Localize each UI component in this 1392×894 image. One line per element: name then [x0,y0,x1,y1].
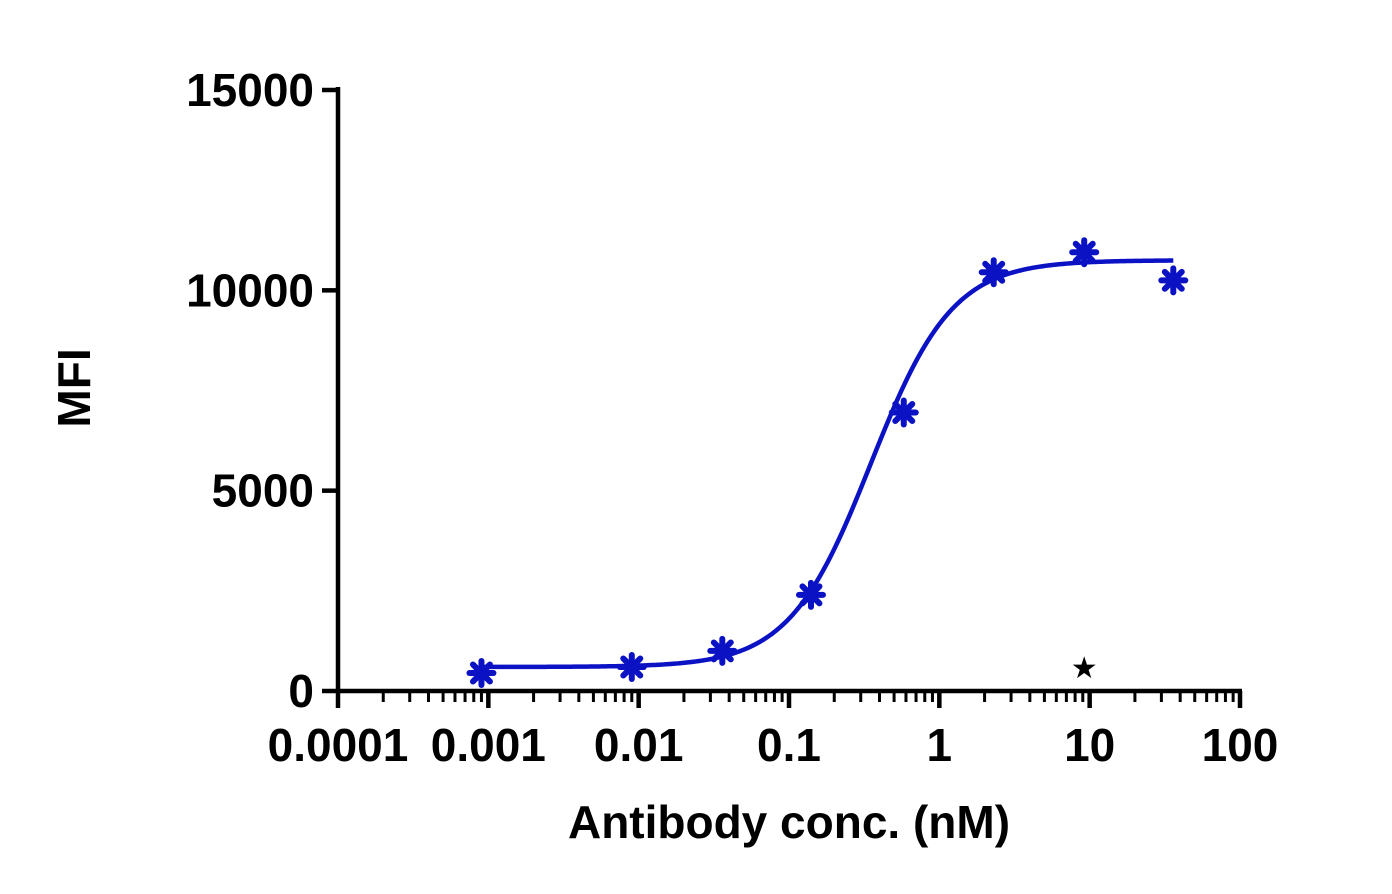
x-tick-label: 10 [1064,719,1115,771]
data-points [466,237,1189,688]
data-point [466,657,497,688]
data-point-stroke [892,401,916,425]
data-point [1069,237,1100,268]
x-tick-label: 1 [927,719,953,771]
data-point-stroke [1161,268,1185,292]
y-tick-label: 10000 [186,264,314,316]
x-tick-label: 0.0001 [268,719,409,771]
data-point-stroke [1072,240,1096,264]
x-tick-label: 0.01 [594,719,684,771]
data-point-stroke [620,655,644,679]
data-point-stroke [469,661,493,685]
axes [335,87,1242,694]
data-point [978,257,1009,288]
ticks: 0 5000 10000 15000 0.0001 0.001 0.01 0.1 1 10 100 [186,64,1278,771]
annotations: ★ [1071,652,1098,685]
y-tick-label: 0 [288,665,314,717]
annotation-star: ★ [1071,652,1098,685]
y-tick-label: 5000 [212,465,314,517]
x-axis-label: Antibody conc. (nM) [568,796,1010,848]
data-point [888,397,919,428]
x-tick-label: 0.1 [757,719,821,771]
data-point [707,635,738,666]
x-tick-label: 100 [1202,719,1279,771]
data-point [616,651,647,682]
y-axis-label: MFI [48,348,100,427]
fit-curve [481,258,1174,670]
data-point [795,579,826,610]
fit-curves [481,258,1174,670]
data-point-stroke [710,639,734,663]
data-point [1158,265,1189,296]
data-point-stroke [982,260,1006,284]
y-tick-label: 15000 [186,64,314,116]
x-tick-label: 0.001 [431,719,546,771]
data-point-stroke [799,583,823,607]
